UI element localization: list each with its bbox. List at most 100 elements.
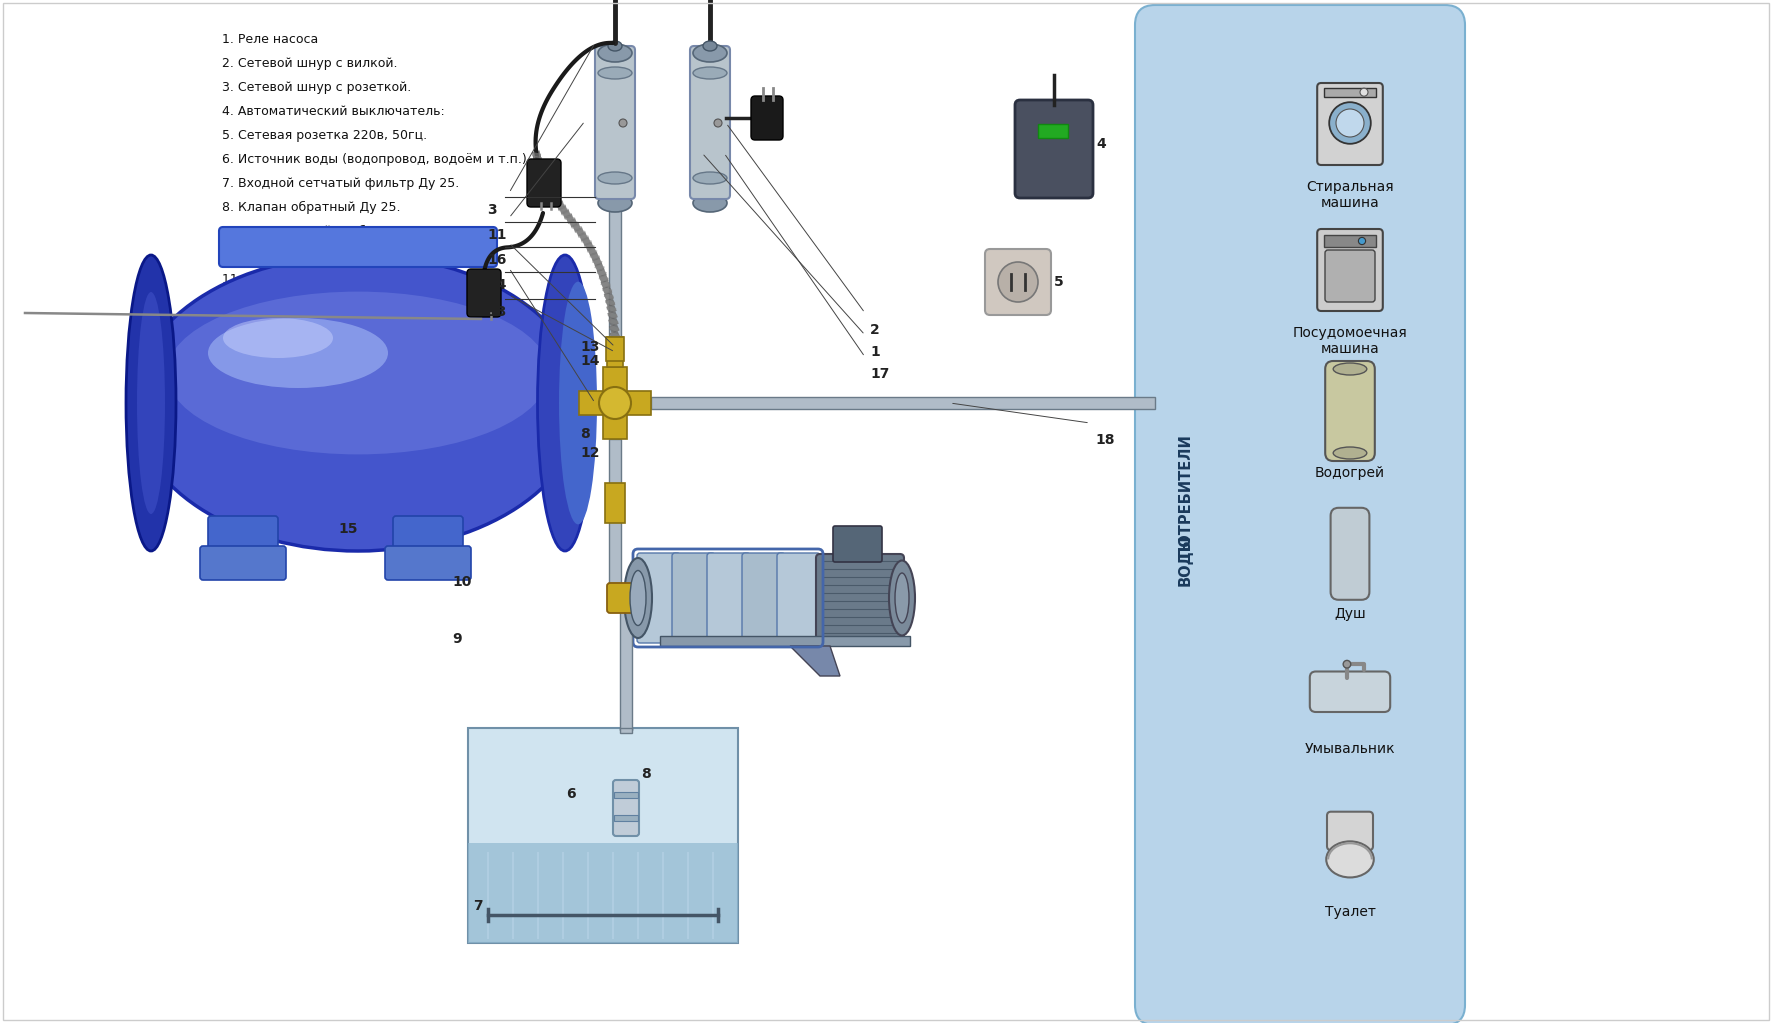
Text: 4: 4: [1097, 137, 1106, 151]
FancyBboxPatch shape: [1317, 83, 1382, 165]
Bar: [620, 728, 633, 733]
Bar: [615, 792, 638, 798]
Text: Стиральная
машина: Стиральная машина: [1306, 180, 1395, 210]
FancyBboxPatch shape: [815, 554, 904, 642]
FancyBboxPatch shape: [613, 780, 640, 836]
Circle shape: [618, 119, 627, 127]
FancyBboxPatch shape: [385, 546, 471, 580]
FancyBboxPatch shape: [707, 553, 750, 643]
Text: 4. Автоматический выключатель:: 4. Автоматический выключатель:: [222, 105, 445, 118]
Circle shape: [714, 119, 721, 127]
FancyBboxPatch shape: [751, 96, 783, 140]
Bar: [604, 483, 626, 523]
Text: 3: 3: [487, 203, 496, 217]
Ellipse shape: [133, 255, 583, 551]
FancyBboxPatch shape: [1317, 229, 1382, 311]
Ellipse shape: [693, 194, 727, 212]
Text: 14: 14: [579, 354, 599, 368]
Text: 1. Реле насоса: 1. Реле насоса: [222, 33, 319, 46]
FancyBboxPatch shape: [220, 227, 496, 267]
Text: 13. Нипель Ду 25.: 13. Нипель Ду 25.: [222, 321, 340, 333]
Ellipse shape: [140, 262, 579, 550]
Ellipse shape: [693, 172, 727, 184]
Ellipse shape: [136, 292, 165, 514]
Ellipse shape: [703, 41, 718, 51]
Bar: [1324, 235, 1377, 247]
Polygon shape: [790, 646, 840, 676]
Text: 5. Сетевая розетка 220в, 50гц.: 5. Сетевая розетка 220в, 50гц.: [222, 129, 427, 142]
Bar: [615, 815, 638, 821]
Circle shape: [998, 262, 1038, 302]
FancyBboxPatch shape: [1310, 671, 1391, 712]
Text: 12. Нагнетающий трубопровод Ду 25.: 12. Нагнетающий трубопровод Ду 25.: [222, 297, 473, 310]
Text: 17: 17: [870, 367, 890, 381]
Text: 8: 8: [641, 767, 650, 781]
Ellipse shape: [133, 255, 583, 551]
Ellipse shape: [537, 255, 592, 551]
Text: Водогрей: Водогрей: [1315, 466, 1386, 480]
FancyBboxPatch shape: [1325, 361, 1375, 461]
Text: 9. Всасывающий трубопровод Ду 25.: 9. Всасывающий трубопровод Ду 25.: [222, 225, 466, 238]
Ellipse shape: [895, 573, 909, 623]
Ellipse shape: [1333, 363, 1366, 375]
Text: ПОТРЕБИТЕЛИ: ПОТРЕБИТЕЛИ: [1178, 433, 1193, 557]
Text: Душ: Душ: [1334, 607, 1366, 621]
Text: 2: 2: [870, 323, 879, 337]
FancyBboxPatch shape: [1331, 507, 1370, 599]
Bar: [606, 337, 624, 361]
Text: 14. Крестовина Ду 25.: 14. Крестовина Ду 25.: [222, 345, 369, 358]
FancyBboxPatch shape: [200, 546, 285, 580]
FancyBboxPatch shape: [526, 159, 562, 207]
Bar: [610, 439, 620, 583]
Bar: [608, 337, 624, 367]
Ellipse shape: [126, 255, 175, 551]
Text: 15: 15: [338, 522, 358, 536]
Text: 9: 9: [452, 632, 462, 646]
Ellipse shape: [1325, 841, 1373, 878]
FancyBboxPatch shape: [833, 526, 882, 562]
Text: 11: 11: [487, 228, 507, 242]
Ellipse shape: [558, 281, 597, 525]
Text: 3. Сетевой шнур с розеткой.: 3. Сетевой шнур с розеткой.: [222, 81, 411, 94]
FancyBboxPatch shape: [1327, 811, 1373, 850]
Text: 13: 13: [487, 305, 507, 319]
FancyBboxPatch shape: [608, 583, 643, 613]
Ellipse shape: [597, 172, 633, 184]
Text: 8: 8: [579, 427, 590, 441]
Ellipse shape: [624, 558, 652, 638]
Ellipse shape: [693, 66, 727, 79]
FancyBboxPatch shape: [776, 553, 820, 643]
Text: 13: 13: [579, 340, 599, 354]
Text: 15. Гидроаккумулятор.: 15. Гидроаккумулятор.: [222, 369, 376, 382]
Text: 14: 14: [487, 278, 507, 292]
FancyBboxPatch shape: [672, 553, 714, 643]
Text: 8. Клапан обратный Ду 25.: 8. Клапан обратный Ду 25.: [222, 201, 400, 214]
Circle shape: [1343, 661, 1350, 668]
Text: 16. Нипель переходной Ду 25 / Ду 15.: 16. Нипель переходной Ду 25 / Ду 15.: [222, 393, 471, 406]
Text: 18. Трубопровод к потребителям воды.: 18. Трубопровод к потребителям воды.: [222, 441, 484, 454]
Bar: [579, 391, 650, 415]
Circle shape: [1359, 237, 1366, 244]
FancyBboxPatch shape: [207, 516, 278, 552]
Ellipse shape: [597, 194, 633, 212]
FancyBboxPatch shape: [636, 553, 680, 643]
Text: Туалет: Туалет: [1324, 905, 1375, 919]
Ellipse shape: [608, 41, 622, 51]
Text: 12: 12: [579, 446, 599, 460]
Circle shape: [1329, 102, 1372, 144]
Text: 17. Подводка гибкая Ду 15.: 17. Подводка гибкая Ду 15.: [222, 417, 404, 430]
FancyBboxPatch shape: [1015, 100, 1093, 198]
Text: 11. Шнур насоса с вилкой.: 11. Шнур насоса с вилкой.: [222, 273, 399, 286]
Bar: [468, 728, 737, 943]
Bar: [1324, 88, 1377, 97]
Ellipse shape: [631, 571, 647, 625]
Text: 16: 16: [487, 253, 507, 267]
FancyBboxPatch shape: [985, 249, 1051, 315]
Ellipse shape: [147, 269, 578, 549]
Ellipse shape: [693, 44, 727, 62]
Text: 5: 5: [1054, 275, 1063, 290]
Circle shape: [599, 387, 631, 419]
Text: Умывальник: Умывальник: [1304, 742, 1395, 756]
Bar: [602, 367, 627, 439]
Circle shape: [1359, 88, 1368, 96]
